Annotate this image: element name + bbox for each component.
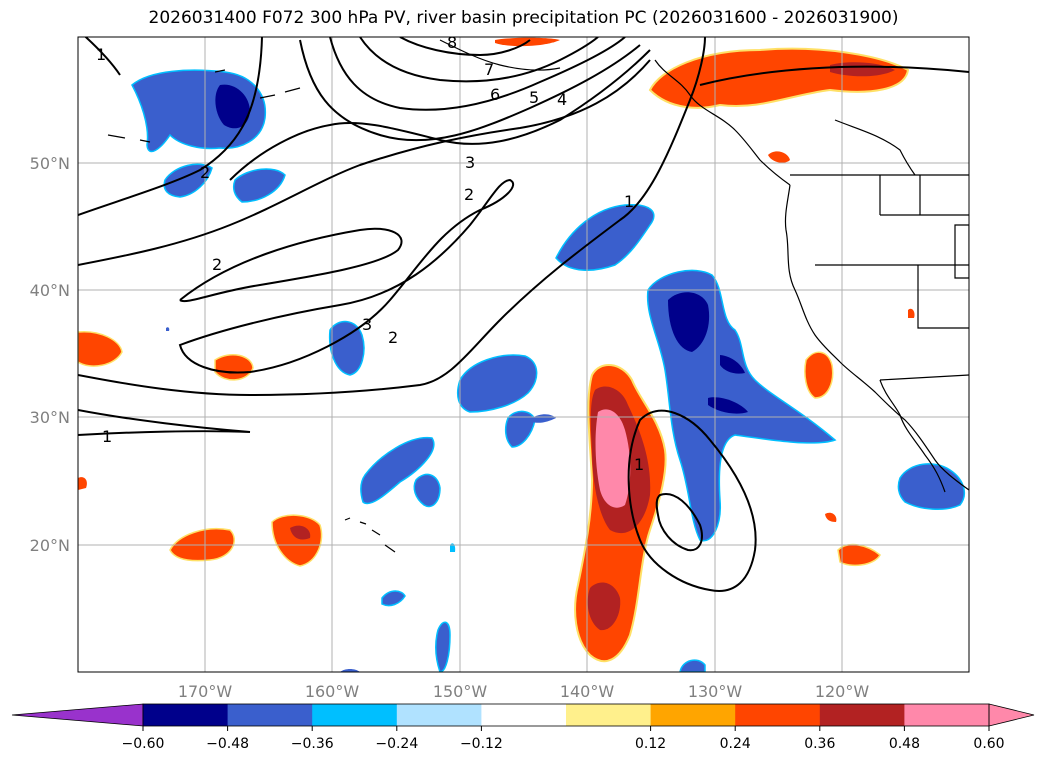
colorbar-segment: [396, 704, 482, 726]
contour-label: 3: [362, 315, 372, 334]
colorbar-tick-label: 0.60: [973, 736, 1004, 752]
lon-label: 150°W: [433, 682, 488, 701]
contour-label: 4: [557, 90, 567, 109]
contour-label: 2: [200, 163, 210, 182]
colorbar-segment: [904, 704, 990, 726]
colorbar-tick-label: 0.24: [720, 736, 751, 752]
map-title: 2026031400 F072 300 hPa PV, river basin …: [148, 8, 899, 28]
colorbar-segment: [312, 704, 398, 726]
graticule: [78, 37, 969, 672]
contour-label: 1: [624, 192, 634, 211]
colorbar-tick-label: −0.12: [460, 736, 503, 752]
colorbar-extend-low: [11, 703, 144, 727]
colorbar-segment: [735, 704, 821, 726]
contour-label: 5: [529, 88, 539, 107]
colorbar-tick-label: −0.48: [206, 736, 249, 752]
colorbar-segment: [650, 704, 736, 726]
contour-label: 3: [465, 153, 475, 172]
pv-contour-labels: 1 2 2 1 3 2 3 2 4 5 6 7 8 1 1: [96, 33, 644, 474]
lon-label: 140°W: [560, 682, 615, 701]
contour-label: 8: [447, 33, 457, 52]
colorbar-tick-label: −0.24: [375, 736, 418, 752]
lat-label: 50°N: [30, 154, 70, 173]
colorbar-segment: [227, 704, 313, 726]
contour-label: 1: [102, 427, 112, 446]
lon-label: 120°W: [815, 682, 870, 701]
lat-label: 20°N: [30, 536, 70, 555]
contour-label: 1: [96, 45, 106, 64]
colorbar-tick-label: 0.36: [804, 736, 835, 752]
contour-label: 7: [484, 60, 494, 79]
colorbar-tick-label: 0.48: [889, 736, 920, 752]
contour-label: 2: [464, 185, 474, 204]
contour-label: 6: [490, 85, 500, 104]
longitude-labels: 170°W 160°W 150°W 140°W 130°W 120°W: [178, 682, 870, 701]
pv-contours: [78, 37, 969, 592]
lon-label: 130°W: [688, 682, 743, 701]
lat-label: 40°N: [30, 281, 70, 300]
lat-label: 30°N: [30, 408, 70, 427]
colorbar-segment: [819, 704, 905, 726]
colorbar-segment: [143, 704, 229, 726]
lon-label: 160°W: [305, 682, 360, 701]
contour-label: 2: [388, 328, 398, 347]
contour-label: 2: [212, 255, 222, 274]
colorbar: −0.60 −0.48 −0.36 −0.24 −0.12 0.12 0.24 0.36 0.4…: [11, 703, 1035, 752]
coastlines: [107, 39, 969, 553]
colorbar-segment: [566, 704, 652, 726]
colorbar-extend-high: [988, 703, 1035, 727]
latitude-labels: 50°N 40°N 30°N 20°N: [30, 154, 70, 555]
lon-label: 170°W: [178, 682, 233, 701]
plot-area: 1 2 2 1 3 2 3 2 4 5 6 7 8 1 1: [77, 33, 970, 673]
colorbar-segment: [481, 704, 567, 726]
colorbar-tick-label: −0.60: [122, 736, 165, 752]
colorbar-tick-label: −0.36: [291, 736, 334, 752]
negative-precip-anomalies: [131, 69, 966, 672]
colorbar-tick-label: 0.12: [635, 736, 666, 752]
contour-label: 1: [634, 455, 644, 474]
